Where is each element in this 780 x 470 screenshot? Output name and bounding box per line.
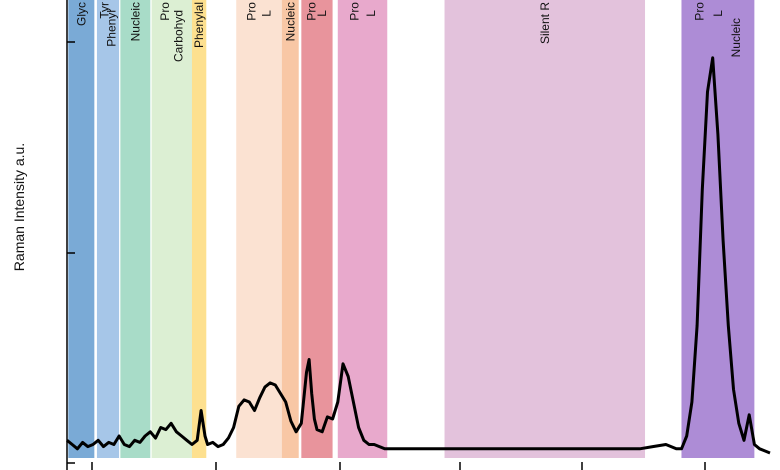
x-ticks-layer: [91, 462, 706, 470]
band-6: [281, 0, 299, 458]
band-0: [68, 0, 95, 458]
band-1: [96, 0, 120, 458]
band-label-8-0: Pro: [347, 2, 361, 21]
band-label-10-0: Pro: [693, 2, 707, 21]
band-label-1-0: Tyr: [97, 2, 111, 19]
band-label-2-0: Nucleic: [128, 2, 142, 41]
bands-layer: [68, 0, 755, 458]
band-5: [236, 0, 282, 458]
band-3: [151, 0, 192, 458]
spectrum-line: [66, 56, 771, 455]
band-label-9-0: Silent R: [538, 2, 552, 44]
band-label-0-0: Glyc: [74, 2, 88, 26]
y-ticks-layer: [67, 41, 75, 464]
band-label-7-0: Pro: [305, 2, 319, 21]
band-label-3-0: Pro: [158, 2, 172, 21]
band-label-5-0: Pro: [244, 2, 258, 21]
band-8: [337, 0, 388, 458]
y-axis-label: Raman Intensity a.u.: [11, 143, 27, 271]
band-2: [120, 0, 151, 458]
band-4: [191, 0, 207, 458]
band-label-10-1: L: [711, 10, 725, 17]
band-label-4-0: Phenylal: [192, 2, 206, 48]
band-label-6-0: Nucleic: [283, 2, 297, 41]
band-label-5-1: L: [260, 10, 274, 17]
band-label-10-2: Nucleic: [729, 18, 743, 57]
band-label-8-1: L: [364, 10, 378, 17]
band-label-7-1: L: [315, 10, 329, 17]
band-9: [444, 0, 646, 458]
band-label-3-1: Carbohyd: [172, 10, 186, 62]
band-label-1-1: Phenyl: [105, 10, 119, 47]
